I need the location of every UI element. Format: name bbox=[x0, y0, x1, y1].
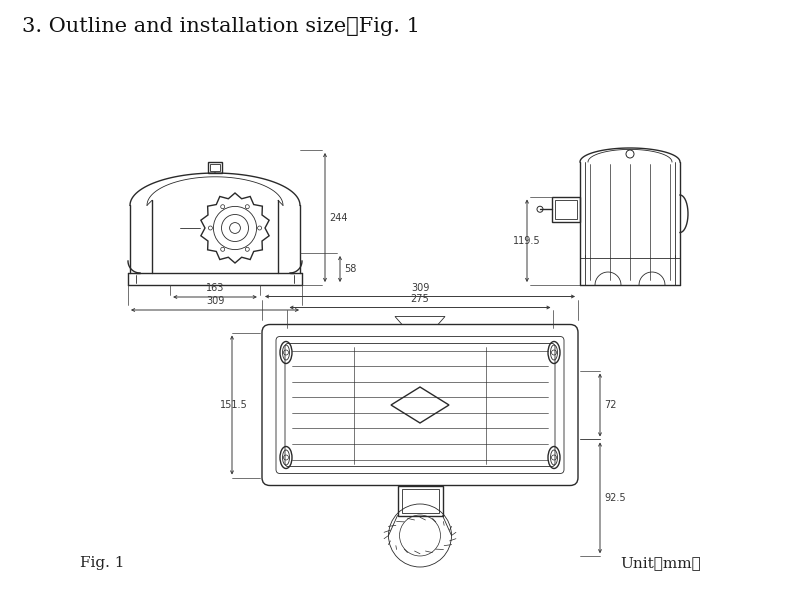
Text: Unit（mm）: Unit（mm） bbox=[620, 556, 701, 570]
Bar bbox=[208, 162, 222, 173]
Bar bbox=[552, 196, 580, 222]
Text: Fig. 1: Fig. 1 bbox=[80, 556, 124, 570]
Text: 309: 309 bbox=[410, 283, 429, 293]
Text: 92.5: 92.5 bbox=[604, 493, 625, 503]
Text: 275: 275 bbox=[410, 293, 429, 303]
Text: 72: 72 bbox=[604, 400, 617, 410]
Text: 58: 58 bbox=[344, 264, 356, 274]
Text: 151.5: 151.5 bbox=[220, 400, 248, 410]
Text: 119.5: 119.5 bbox=[513, 236, 541, 246]
Text: 163: 163 bbox=[206, 283, 224, 293]
Text: 244: 244 bbox=[329, 212, 347, 223]
Bar bbox=[402, 488, 439, 512]
Text: 309: 309 bbox=[206, 296, 224, 306]
Bar bbox=[555, 199, 577, 219]
Bar bbox=[210, 164, 220, 171]
Bar bbox=[398, 486, 443, 515]
Text: 3. Outline and installation size（Fig. 1: 3. Outline and installation size（Fig. 1 bbox=[22, 17, 420, 36]
